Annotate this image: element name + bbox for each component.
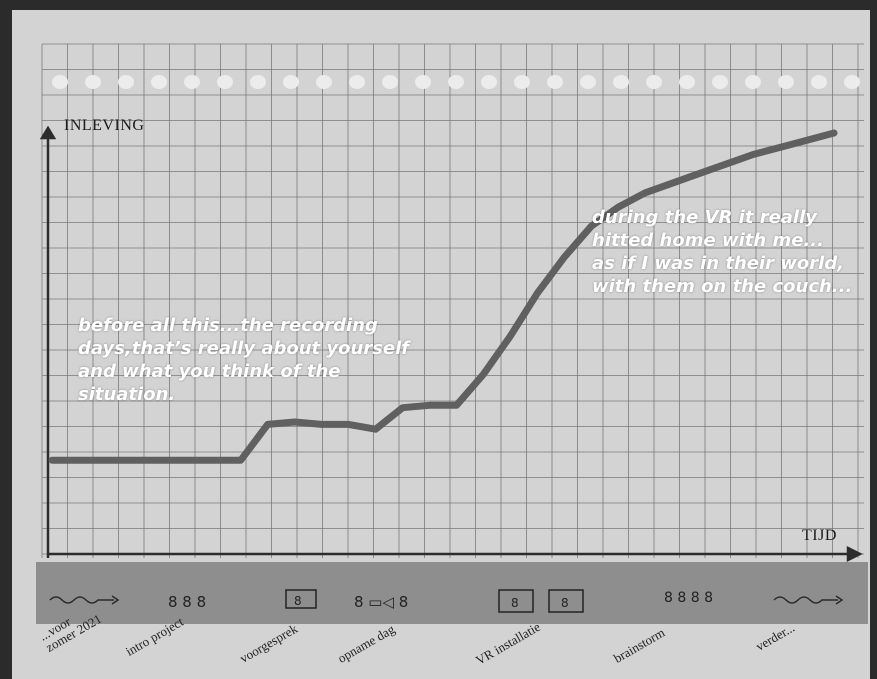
binding-hole xyxy=(712,75,728,89)
binding-hole xyxy=(844,75,860,89)
binding-hole xyxy=(481,75,497,89)
binding-hole xyxy=(382,75,398,89)
binding-hole xyxy=(646,75,662,89)
brainstorm-group-icon: 8 8 8 8 xyxy=(664,590,713,606)
camera-figures-icon: 8 ▭◁ 8 xyxy=(354,593,408,611)
grid-lines xyxy=(41,43,864,558)
binding-hole xyxy=(283,75,299,89)
squiggle-arrow-start-head xyxy=(111,595,120,605)
timeline-strip: 8 8 8 8 8 ▭◁ 8 8 8 8 8 8 8 xyxy=(36,562,868,624)
binding-hole xyxy=(613,75,629,89)
chart-area xyxy=(39,43,864,563)
couch-figure-1: 8 xyxy=(511,596,519,610)
couch-figure-2: 8 xyxy=(561,596,569,610)
annotation-recording-days: before all this...the recording days,tha… xyxy=(78,315,410,405)
binding-hole xyxy=(118,75,134,89)
y-axis-arrow xyxy=(39,125,57,140)
binding-hole xyxy=(85,75,101,89)
screen-icon xyxy=(285,589,317,609)
binding-hole xyxy=(217,75,233,89)
series-line xyxy=(48,129,838,464)
binding-hole xyxy=(547,75,563,89)
binding-hole xyxy=(151,75,167,89)
squiggle-arrow-end-icon xyxy=(773,596,838,604)
binding-hole xyxy=(316,75,332,89)
binding-holes xyxy=(52,75,860,89)
annotation-vr-experience: during the VR it really hitted home with… xyxy=(592,207,853,297)
binding-hole xyxy=(679,75,695,89)
couch-icon-2 xyxy=(548,589,584,613)
binding-hole xyxy=(250,75,266,89)
screen-icon-figure: 8 xyxy=(294,594,302,608)
timeline-doodles: 8 8 8 8 8 ▭◁ 8 8 8 8 8 8 8 xyxy=(49,589,844,613)
squiggle-arrow-start-icon xyxy=(49,596,114,604)
binding-hole xyxy=(580,75,596,89)
binding-hole xyxy=(415,75,431,89)
binding-hole xyxy=(745,75,761,89)
binding-hole xyxy=(448,75,464,89)
couch-icon-1 xyxy=(498,589,534,613)
binding-hole xyxy=(778,75,794,89)
binding-hole xyxy=(811,75,827,89)
binding-hole xyxy=(514,75,530,89)
x-axis-label: TIJD xyxy=(802,527,837,544)
squiggle-arrow-end-head xyxy=(835,595,844,605)
binding-hole xyxy=(349,75,365,89)
y-axis-label: INLEVING xyxy=(64,117,145,134)
binding-hole xyxy=(184,75,200,89)
chart-axes xyxy=(39,125,863,563)
x-axis-arrow xyxy=(846,545,863,563)
binding-hole xyxy=(52,75,68,89)
intro-figures-icon: 8 8 8 xyxy=(168,593,206,611)
